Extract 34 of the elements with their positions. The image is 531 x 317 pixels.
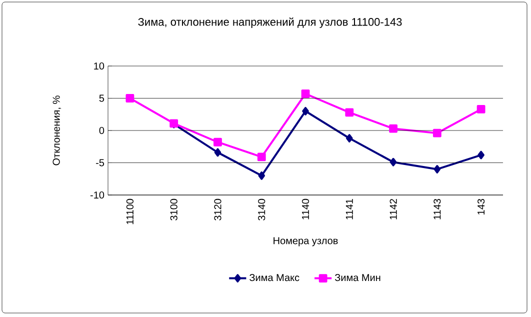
- legend-label: Зима Макс: [250, 274, 300, 282]
- point: [214, 148, 222, 157]
- point: [389, 124, 398, 133]
- x-tick-label: 11100: [126, 198, 134, 224]
- point: [126, 94, 134, 102]
- point: [214, 138, 222, 146]
- x-tick-label: 1140: [302, 198, 310, 220]
- point: [476, 105, 486, 114]
- point: [258, 171, 266, 180]
- x-tick-label: 1143: [434, 198, 441, 220]
- y-tick-label: 0: [99, 126, 104, 134]
- x-tick-label: 1141: [346, 199, 353, 220]
- x-tick-label: 3100: [170, 198, 178, 220]
- y-tick-label: -5: [96, 159, 104, 166]
- x-tick-label: 1142: [390, 199, 397, 220]
- x-axis-title: Номера узлов: [274, 237, 338, 246]
- y-tick-label: -10: [90, 191, 104, 199]
- point: [432, 128, 442, 138]
- legend-label: Зима Мин: [334, 274, 380, 282]
- x-tick-label: 143: [478, 198, 485, 214]
- y-tick-label: 5: [99, 94, 104, 102]
- chart-title: Зима, отклонение напряжений для узлов 11100-143: [138, 18, 402, 28]
- point: [434, 165, 441, 174]
- x-tick-label: 3140: [258, 198, 266, 220]
- point: [346, 134, 353, 142]
- point: [478, 150, 484, 160]
- x-tick-label: 3120: [214, 198, 222, 220]
- y-tick-label: 10: [94, 62, 104, 70]
- point: [301, 90, 310, 98]
- point: [345, 108, 354, 117]
- point: [302, 106, 309, 116]
- point: [390, 158, 397, 166]
- y-axis-title: Отклонения, %: [52, 96, 62, 166]
- point: [257, 152, 266, 162]
